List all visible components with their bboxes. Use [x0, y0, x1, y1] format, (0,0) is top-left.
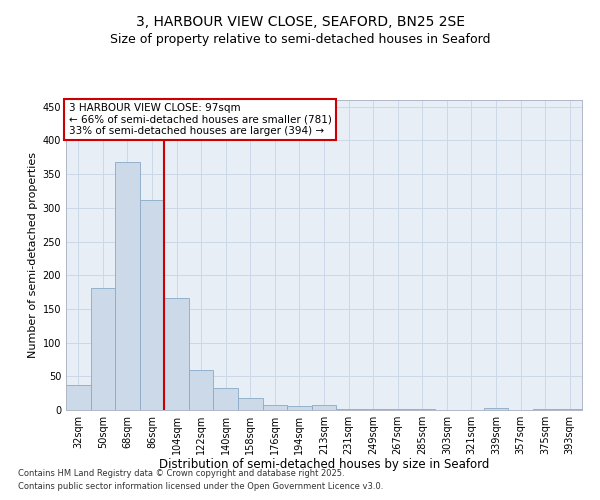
- Text: 3, HARBOUR VIEW CLOSE, SEAFORD, BN25 2SE: 3, HARBOUR VIEW CLOSE, SEAFORD, BN25 2SE: [136, 15, 464, 29]
- Bar: [533, 408, 557, 410]
- Bar: [238, 398, 263, 410]
- Text: Contains HM Land Registry data © Crown copyright and database right 2025.: Contains HM Land Registry data © Crown c…: [18, 468, 344, 477]
- Bar: [214, 388, 238, 410]
- Bar: [336, 408, 361, 410]
- Text: Size of property relative to semi-detached houses in Seaford: Size of property relative to semi-detach…: [110, 32, 490, 46]
- X-axis label: Distribution of semi-detached houses by size in Seaford: Distribution of semi-detached houses by …: [159, 458, 489, 471]
- Bar: [140, 200, 164, 410]
- Text: 3 HARBOUR VIEW CLOSE: 97sqm
← 66% of semi-detached houses are smaller (781)
33% : 3 HARBOUR VIEW CLOSE: 97sqm ← 66% of sem…: [68, 103, 331, 136]
- Bar: [312, 404, 336, 410]
- Bar: [115, 162, 140, 410]
- Bar: [91, 288, 115, 410]
- Bar: [164, 298, 189, 410]
- Bar: [263, 404, 287, 410]
- Bar: [189, 370, 214, 410]
- Text: Contains public sector information licensed under the Open Government Licence v3: Contains public sector information licen…: [18, 482, 383, 491]
- Bar: [484, 408, 508, 410]
- Bar: [287, 406, 312, 410]
- Y-axis label: Number of semi-detached properties: Number of semi-detached properties: [28, 152, 38, 358]
- Bar: [66, 385, 91, 410]
